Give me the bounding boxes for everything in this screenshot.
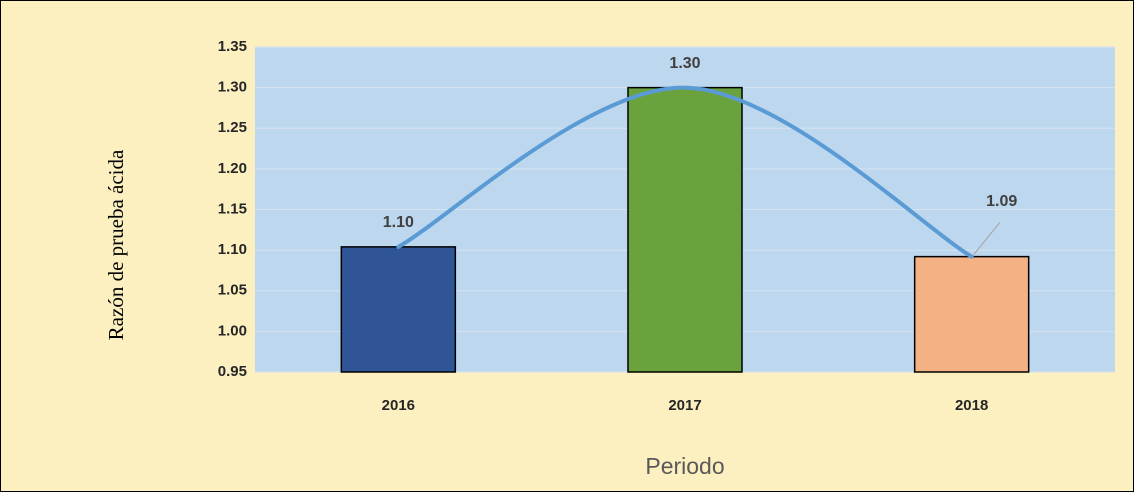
bar xyxy=(913,255,1030,373)
y-tick-label: 1.25 xyxy=(218,119,247,136)
bar xyxy=(627,86,743,373)
y-tick-label: 1.05 xyxy=(218,282,247,299)
y-tick-label: 1.00 xyxy=(218,322,247,339)
bar xyxy=(340,246,457,373)
y-tick-label: 1.10 xyxy=(218,241,247,258)
y-tick-label: 0.95 xyxy=(218,363,247,380)
y-tick-label: 1.20 xyxy=(218,160,247,177)
x-tick-label: 2017 xyxy=(668,397,701,414)
y-tick-label: 1.35 xyxy=(218,38,247,55)
x-tick-label: 2016 xyxy=(382,397,415,414)
x-axis-title: Periodo xyxy=(645,453,724,479)
value-label: 1.30 xyxy=(669,55,700,72)
value-label: 1.10 xyxy=(383,214,414,231)
x-tick-label: 2018 xyxy=(955,397,988,414)
y-tick-label: 1.15 xyxy=(218,200,247,217)
leader-line xyxy=(973,222,1001,255)
y-tick-label: 1.30 xyxy=(218,79,247,96)
trend-line xyxy=(396,85,974,259)
y-axis-title: Razón de prueba ácida xyxy=(104,149,128,340)
value-label: 1.09 xyxy=(986,193,1017,210)
